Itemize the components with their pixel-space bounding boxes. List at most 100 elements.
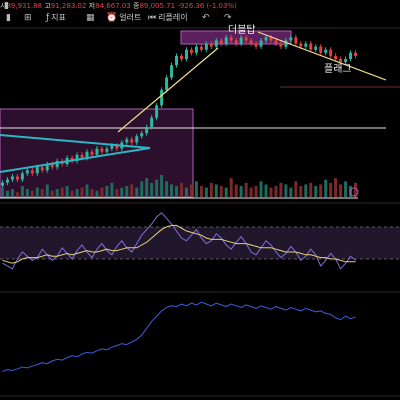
volume-bar [120, 187, 124, 197]
candle-body [95, 148, 99, 155]
volume-bar [194, 181, 198, 197]
indicators-icon: ƒ [46, 13, 50, 23]
candle-body [150, 117, 154, 127]
candle-button[interactable]: ▮ [6, 12, 11, 24]
volume-bar [299, 186, 303, 197]
candle-style-button[interactable]: ▮ [4, 0, 9, 12]
volume-bar [0, 187, 4, 197]
alert-icon: ⏰ [106, 13, 118, 23]
candle-body [85, 151, 89, 158]
volume-bar [20, 186, 24, 197]
candle-body [219, 40, 223, 44]
volume-bar [334, 178, 338, 197]
candle-body [329, 49, 333, 56]
volume-bar [140, 181, 144, 197]
volume-bar [95, 190, 99, 197]
volume-bar [234, 184, 238, 197]
ohlc-change: -926.36 (-1.03%) [177, 2, 237, 10]
volume-bar [15, 192, 19, 197]
volume-bar [90, 189, 94, 197]
volume-bar [314, 186, 318, 197]
volume-bar [229, 178, 233, 197]
candle-icon: ▮ [4, 1, 9, 11]
indicators-label: 지표 [51, 13, 66, 22]
candle-body [75, 154, 79, 161]
uptrend-line [117, 47, 219, 133]
volume-bar [175, 186, 179, 197]
volume-bar [204, 187, 208, 197]
volume-bar [289, 187, 293, 197]
candle-body [259, 40, 263, 47]
indicators-button[interactable]: ƒ 지표 [46, 12, 66, 24]
rsi-band [0, 227, 400, 259]
volume-bar [344, 181, 348, 197]
candle-body [264, 37, 268, 41]
candle-body [289, 37, 293, 41]
candle-body [349, 52, 353, 59]
volume-bar [110, 182, 114, 197]
candle-body [294, 37, 298, 44]
candle-body [204, 43, 208, 50]
volume-bar [209, 182, 213, 197]
alerts-button[interactable]: ⏰ 얼러트 [106, 12, 141, 24]
volume-bar [244, 182, 248, 197]
candle-body [184, 49, 188, 59]
candle-body [339, 59, 343, 63]
volume-bar [50, 190, 54, 197]
candle-body [135, 136, 139, 143]
candle-body [15, 176, 19, 180]
volume-bar [259, 181, 263, 197]
candle-body [334, 55, 338, 59]
volume-bar [239, 186, 243, 197]
alerts-label: 얼러트 [119, 13, 142, 22]
volume-bar [115, 189, 119, 197]
candle-body [30, 170, 34, 174]
volume-bar [150, 182, 154, 197]
double-top-trend-line [257, 31, 387, 81]
candle-body [344, 59, 348, 63]
volume-bar [349, 186, 353, 197]
candle-body [249, 40, 253, 44]
volume-bar [10, 189, 14, 197]
replay-button[interactable]: ⏮ 리플레이 [148, 12, 188, 24]
candle-body [55, 161, 59, 168]
volume-bar [309, 182, 313, 197]
replay-label: 리플레이 [158, 13, 188, 22]
volume-bar [264, 184, 268, 197]
candle-body [165, 77, 169, 90]
candle-body [145, 127, 149, 134]
layout-button[interactable]: ▦ [86, 12, 95, 24]
candle-body [179, 55, 183, 59]
candle-body [155, 105, 159, 118]
candle-body [140, 133, 144, 137]
candle-body [175, 55, 179, 66]
volume-bar [105, 186, 109, 197]
volume-bar [279, 182, 283, 197]
volume-bar [100, 187, 104, 197]
volume-bar [40, 189, 44, 197]
ohlc-close: 89,005.71 [139, 2, 176, 10]
ohlc-close-label: 종 [132, 2, 140, 10]
volume-bar [70, 190, 74, 197]
candle-body [279, 43, 283, 47]
ohlc-high: 91,283.02 [50, 2, 87, 10]
volume-bar [254, 186, 258, 197]
volume-bar [274, 186, 278, 197]
candle-body [105, 148, 109, 152]
candle-body [214, 40, 218, 47]
ohlc-low-label: 저 [88, 2, 96, 10]
obv-line [2, 301, 356, 372]
candle-body [324, 49, 328, 53]
candle-body [0, 182, 4, 186]
volume-bar [45, 184, 49, 197]
candle-body [25, 170, 29, 174]
undo-button[interactable]: ↶ [202, 12, 210, 24]
redo-button[interactable]: ↷ [224, 12, 232, 24]
volume-bar [324, 179, 328, 197]
rsi-line [2, 212, 356, 270]
candle-body [110, 145, 114, 149]
ohlc-open-label: 시 [0, 2, 7, 10]
ohlc-readout: 시89,931.88 고91,283.02 저84,667.03 종89,005… [0, 0, 400, 12]
volume-bar [249, 187, 253, 197]
layout-button[interactable]: ⊞ [24, 12, 32, 24]
